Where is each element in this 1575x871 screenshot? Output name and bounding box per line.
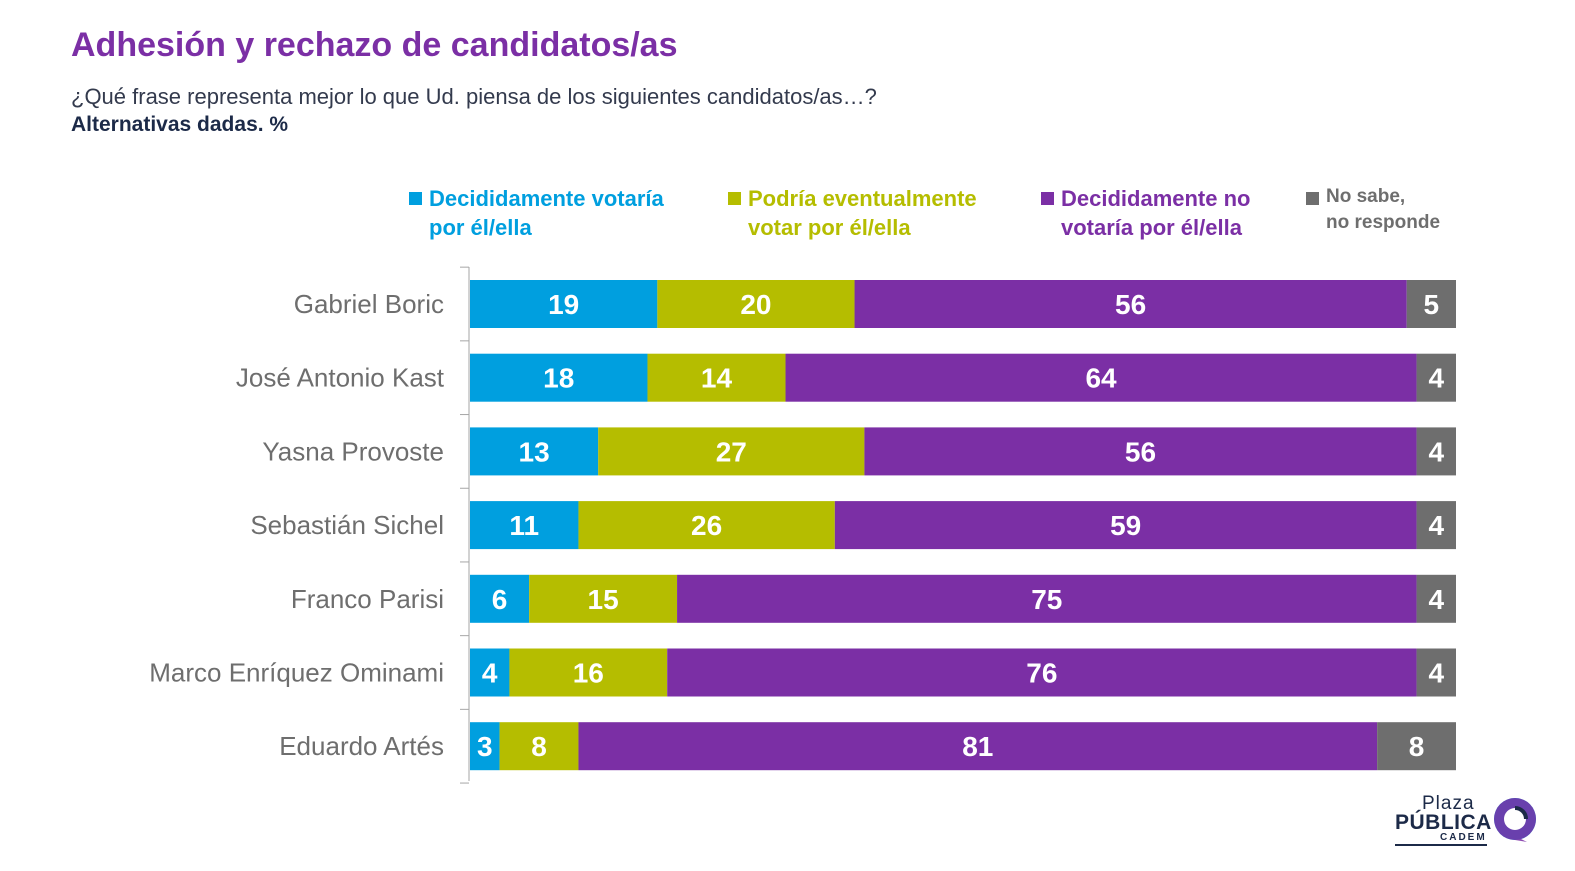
bar-segment xyxy=(470,648,510,697)
data-label: 5 xyxy=(1424,289,1440,320)
bar-segment xyxy=(470,427,599,476)
legend-label: Decididamente no votaría por él/ella xyxy=(1061,186,1251,240)
bar-segment xyxy=(647,353,786,402)
legend-swatch xyxy=(728,192,741,205)
bar-segment xyxy=(854,280,1407,328)
data-label: 56 xyxy=(1115,289,1146,320)
bar-segment xyxy=(470,280,658,328)
bar-segment xyxy=(470,722,500,771)
category-label: Eduardo Artés xyxy=(279,731,444,761)
bar-segment xyxy=(864,427,1417,476)
data-label: 15 xyxy=(588,584,619,615)
bar-segment xyxy=(677,574,1417,623)
bar-segment xyxy=(1416,427,1456,476)
data-label: 14 xyxy=(701,363,733,394)
data-label: 27 xyxy=(716,436,747,467)
legend-item-podria-eventualmente: Podría eventualmente votar por él/ella xyxy=(728,184,977,242)
bar-segment xyxy=(578,722,1378,771)
category-label: José Antonio Kast xyxy=(236,363,445,393)
data-label: 11 xyxy=(509,510,539,541)
data-label: 13 xyxy=(519,436,550,467)
brand-line3: CADEM xyxy=(1440,832,1487,843)
data-label: 20 xyxy=(740,289,771,320)
data-label: 16 xyxy=(573,658,604,689)
category-label: Sebastián Sichel xyxy=(250,510,444,540)
legend-label: No sabe, no responde xyxy=(1326,186,1441,233)
data-label: 18 xyxy=(543,363,574,394)
legend-label: Podría eventualmente votar por él/ella xyxy=(748,186,977,240)
bar-segment xyxy=(1416,648,1456,697)
data-label: 4 xyxy=(482,658,498,689)
brand-line2: PÚBLICA xyxy=(1395,811,1492,834)
category-label: Franco Parisi xyxy=(291,584,444,614)
data-label: 4 xyxy=(1428,436,1444,467)
data-label: 76 xyxy=(1026,658,1057,689)
data-label: 81 xyxy=(962,731,993,762)
legend-swatch xyxy=(1041,192,1054,205)
legend-swatch xyxy=(409,192,422,205)
bar-segment xyxy=(529,574,678,623)
legend-item-no-sabe: No sabe, no responde xyxy=(1306,184,1440,236)
category-label: Yasna Provoste xyxy=(262,436,444,466)
legend-item-decididamente-votaria: Decididamente votaría por él/ella xyxy=(409,184,664,242)
chart-title: Adhesión y rechazo de candidatos/as xyxy=(71,26,678,64)
data-label: 64 xyxy=(1085,363,1117,394)
bar-segment xyxy=(1406,280,1456,328)
bar-segment xyxy=(785,353,1417,402)
data-label: 75 xyxy=(1031,584,1062,615)
data-label: 8 xyxy=(531,731,547,762)
legend-label: Decididamente votaría por él/ella xyxy=(429,186,664,240)
bar-segment xyxy=(499,722,579,771)
legend-swatch xyxy=(1306,192,1319,205)
data-label: 4 xyxy=(1428,363,1444,394)
category-label: Marco Enríquez Ominami xyxy=(149,658,444,688)
brand-underline xyxy=(1395,844,1487,846)
bar-segment xyxy=(470,574,530,623)
chart-note: Alternativas dadas. % xyxy=(71,113,289,136)
bar-segment xyxy=(1377,722,1456,771)
data-label: 8 xyxy=(1409,731,1425,762)
bar-segment xyxy=(578,501,835,550)
data-label: 3 xyxy=(477,731,493,762)
bar-segment xyxy=(470,353,648,402)
data-label: 4 xyxy=(1428,510,1444,541)
legend-item-decididamente-no-votaria: Decididamente no votaría por él/ella xyxy=(1041,184,1250,242)
data-label: 26 xyxy=(691,510,722,541)
bar-segment xyxy=(470,501,579,550)
data-label: 4 xyxy=(1428,584,1444,615)
bar-segment xyxy=(509,648,668,697)
data-label: 56 xyxy=(1125,436,1156,467)
bar-segment xyxy=(1416,501,1456,550)
bar-segment xyxy=(1416,353,1456,402)
data-label: 6 xyxy=(492,584,508,615)
brand-mark-icon xyxy=(1494,798,1536,842)
bar-segment xyxy=(1416,574,1456,623)
brand-logo: Plaza PÚBLICA CADEM xyxy=(1392,793,1542,853)
chart-subtitle: ¿Qué frase representa mejor lo que Ud. p… xyxy=(71,84,877,109)
bar-segment xyxy=(657,280,855,328)
bar-segment xyxy=(834,501,1417,550)
data-label: 59 xyxy=(1110,510,1141,541)
category-label: Gabriel Boric xyxy=(294,289,444,319)
bar-segment xyxy=(667,648,1417,697)
brand-line1: Plaza xyxy=(1422,793,1475,814)
data-label: 19 xyxy=(548,289,579,320)
data-label: 4 xyxy=(1428,658,1444,689)
bar-segment xyxy=(598,427,865,476)
legend: Decididamente votaría por él/ella Podría… xyxy=(0,184,1575,254)
